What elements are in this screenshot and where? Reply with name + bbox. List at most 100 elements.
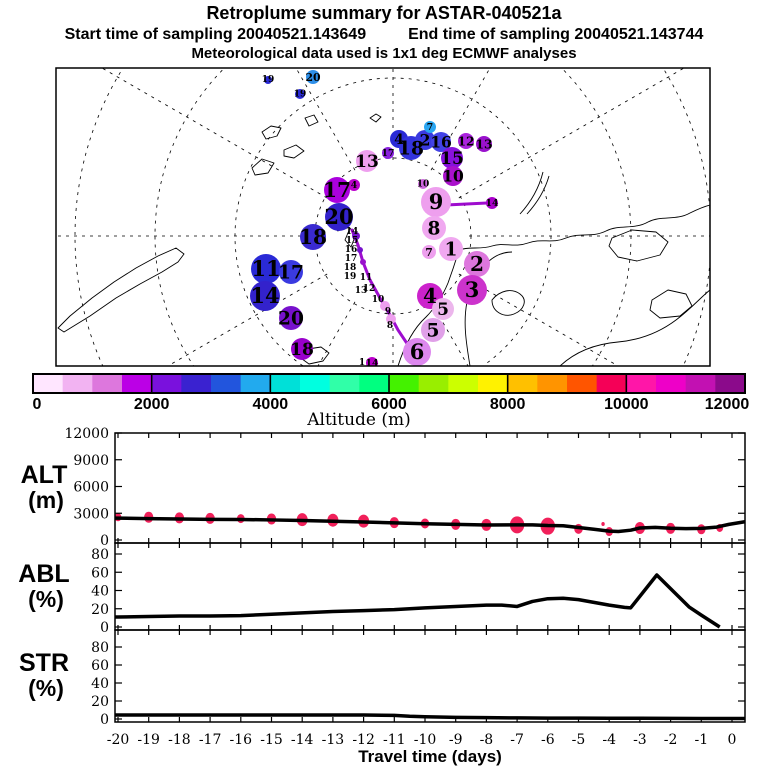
- figure-title: Retroplume summary for ASTAR-040521a: [206, 3, 562, 23]
- plume-circle-label: 14: [366, 358, 379, 369]
- plume-circle-label: 10: [442, 166, 464, 185]
- x-tick-label: -7: [510, 732, 524, 748]
- plume-circle-label: 5: [427, 320, 440, 341]
- y-tick-label: 20: [91, 602, 109, 618]
- coastline: [57, 247, 185, 333]
- plume-circle-label: 18: [290, 340, 314, 360]
- panel-unit-abl: (%): [28, 586, 64, 612]
- colorbar-tick-label: 2000: [134, 396, 170, 413]
- x-tick-label: -18: [168, 732, 191, 748]
- y-tick-label: 60: [91, 658, 109, 674]
- plume-circle-label: 16: [430, 132, 452, 151]
- plume-circle-label: 10: [417, 180, 430, 190]
- plume-circle-label: 11: [251, 256, 280, 281]
- plume-cluster-label: 11: [360, 273, 373, 283]
- colorbar-segment: [33, 374, 64, 393]
- alt-line: [115, 516, 745, 534]
- x-tick-label: -1: [694, 732, 708, 748]
- latitude-circle: [74, 68, 710, 366]
- plume-circle: [352, 232, 360, 240]
- panel-plot-area: [115, 713, 745, 721]
- coastline: [491, 290, 525, 316]
- coastline: [304, 114, 319, 127]
- colorbar-segment: [359, 374, 390, 393]
- colorbar-segment: [211, 374, 242, 393]
- plume-cluster-label: 13: [355, 286, 368, 296]
- plume-circle: [421, 187, 451, 217]
- plume-circle-label: 2: [420, 130, 431, 149]
- panel-unit-alt: (m): [28, 487, 64, 513]
- plume-cluster-label: 10: [372, 295, 385, 305]
- str-line: [115, 713, 745, 721]
- colorbar-segment: [567, 374, 598, 393]
- x-tick-label: 0: [728, 732, 737, 748]
- plume-circle: [441, 147, 463, 169]
- plume-circle: [264, 76, 272, 84]
- plume-circle: [306, 70, 320, 84]
- plume-circle-label: 13: [355, 152, 379, 172]
- x-tick-label: -17: [199, 732, 222, 748]
- plume-circle: [357, 247, 363, 253]
- x-tick-label: -8: [480, 732, 494, 748]
- panel-abl: 0 20 40 60 80 ABL(%): [18, 542, 746, 636]
- coastline: [649, 289, 693, 319]
- map-border: [55, 67, 711, 367]
- plume-circle-label: 9: [429, 189, 444, 214]
- plume-circle-label: 5: [437, 300, 449, 320]
- plume-cluster-label: 1: [359, 358, 365, 368]
- colorbar-segment: [537, 374, 568, 393]
- x-tick-label: -16: [230, 732, 253, 748]
- plume-cluster-label: 18: [344, 263, 357, 273]
- colorbar-segment: [507, 374, 538, 393]
- x-axis: -20 -19 -18 -17 -16 -15 -14 -13 -12 -11 -10 -9 -8 -7-…: [107, 732, 737, 766]
- colorbar-axis-label: Altitude (m): [306, 410, 411, 430]
- colorbar-segment: [448, 374, 479, 393]
- y-tick-label: 12000: [64, 426, 109, 442]
- y-tick-label: 0: [100, 712, 109, 728]
- trajectory-line: [444, 201, 489, 207]
- start-time-text: Start time of sampling 20040521.143649: [64, 26, 367, 43]
- colorbar-segment: [418, 374, 449, 393]
- plume-circle: [422, 216, 446, 240]
- colorbar-segment: [715, 374, 746, 393]
- panel-label-abl: ABL: [18, 560, 69, 588]
- colorbar-tick-label: 12000: [705, 396, 750, 413]
- coastline: [608, 229, 669, 262]
- plume-circle-label: 4: [351, 180, 358, 191]
- plume-circle: [431, 132, 451, 152]
- coastline: [519, 171, 544, 215]
- plume-circle-label: 7: [425, 246, 433, 259]
- plume-circle: [279, 260, 303, 284]
- plume-circle-label: 18: [299, 225, 327, 249]
- colorbar-segment: [685, 374, 716, 393]
- plume-circle: [464, 251, 490, 277]
- panel-str: 0 20 40 60 80 STR(%): [19, 629, 746, 728]
- map-graticule: [56, 68, 710, 366]
- x-tick-label: -20: [107, 732, 130, 748]
- colorbar-segment: [151, 374, 182, 393]
- plume-circle-label: 4: [423, 284, 437, 308]
- x-tick-label: -11: [383, 732, 406, 748]
- plume-circle-label: 4: [394, 132, 404, 148]
- plume-circle-label: 18: [398, 138, 424, 159]
- panel-label-str: STR: [19, 649, 69, 677]
- particle-cloud-marker: [601, 521, 605, 526]
- plume-circle-label: 12: [457, 133, 474, 148]
- plume-circle-label: 14: [486, 198, 499, 209]
- plume-circle: [476, 136, 492, 152]
- plume-circle-label: 14: [250, 283, 279, 308]
- plume-circle-label: 15: [440, 149, 464, 169]
- x-tick-label: -4: [602, 732, 616, 748]
- plume-circle: [250, 281, 280, 311]
- x-tick-label: -6: [541, 732, 555, 748]
- altitude-colorbar: 0 2000 4000 6000 8000 10000 12000 Altitude (m): [32, 373, 750, 430]
- plume-circle-label: 19: [294, 90, 307, 100]
- y-tick-label: 60: [91, 565, 109, 581]
- plume-cluster-label: 19: [344, 272, 357, 282]
- plume-circle: [325, 203, 353, 231]
- plume-circle: [443, 166, 463, 186]
- plume-circle-label: 6: [410, 339, 425, 364]
- plume-circle-label: 20: [305, 71, 321, 84]
- plume-circle-label: 17: [382, 148, 395, 159]
